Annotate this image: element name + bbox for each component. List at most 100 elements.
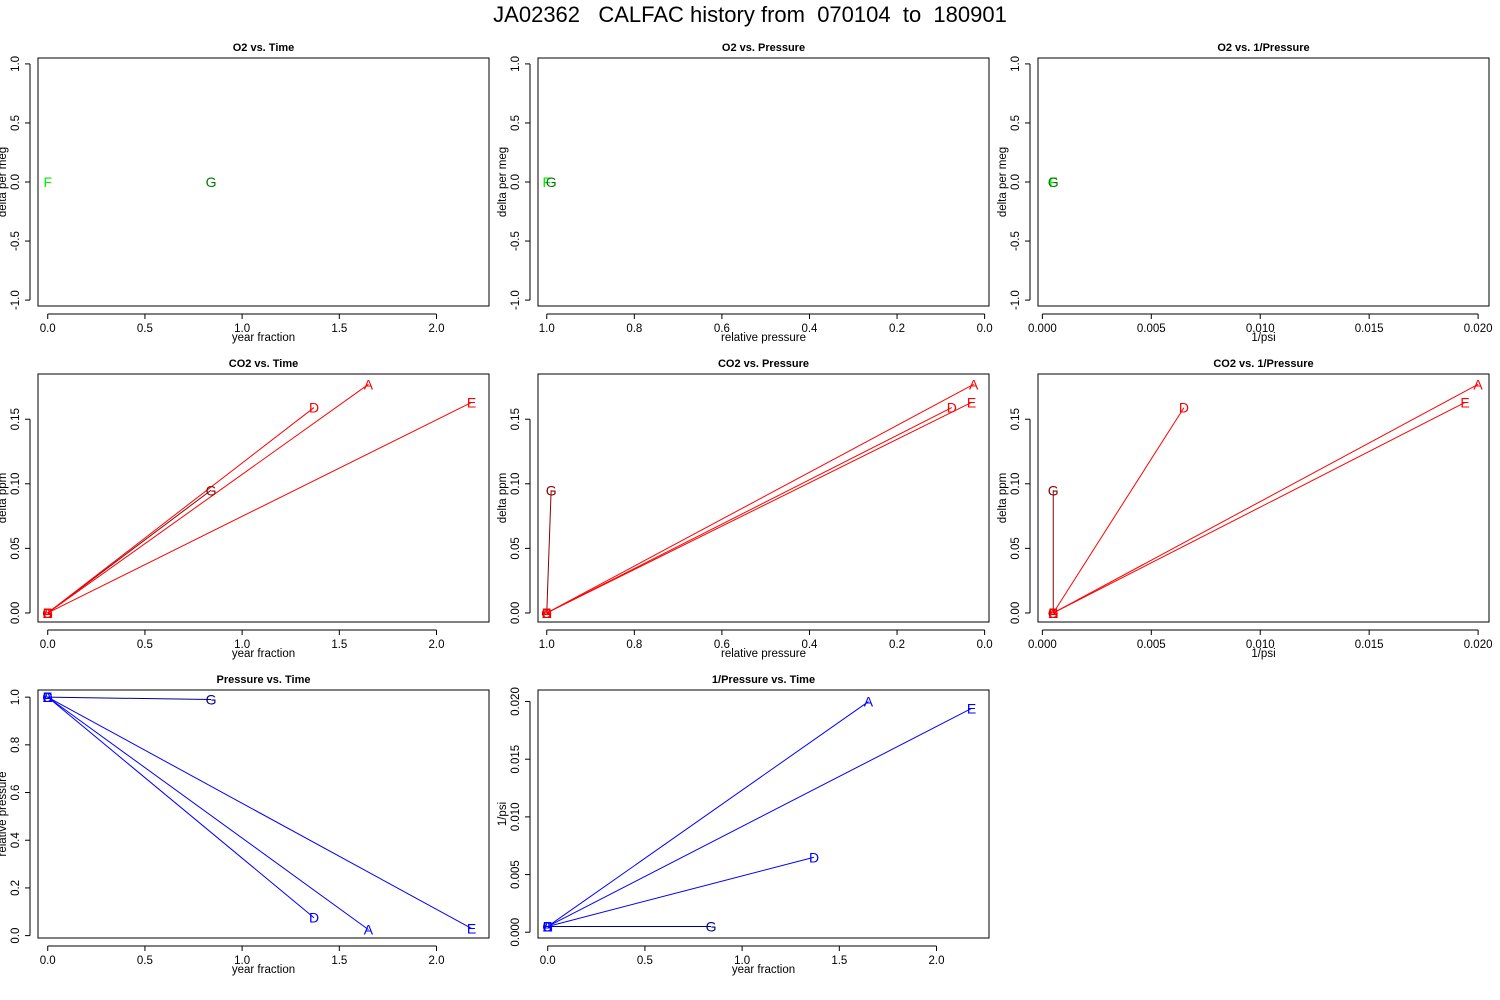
- y-axis-label: delta per meg: [0, 147, 9, 217]
- series-segment: [546, 401, 972, 614]
- y-tick-label: -0.5: [10, 231, 22, 251]
- x-tick-label: 0.0: [40, 323, 56, 335]
- y-tick-label: 0.00: [10, 602, 22, 624]
- plot-frame: [537, 373, 990, 623]
- y-tick-label: 0.0: [10, 174, 22, 190]
- panel-title: Pressure vs. Time: [217, 674, 311, 686]
- y-tick-label: 1.0: [510, 56, 522, 72]
- plot-frame: [537, 57, 990, 307]
- panel-o2_pressure: O2 vs. Pressure 1.0 0.8 0.6 0.4 0.2 0.0 relativ…: [497, 42, 993, 344]
- y-tick-label: 0.6: [10, 785, 22, 801]
- data-point-A: A: [542, 605, 552, 621]
- x-tick-label: 0.000: [1028, 639, 1057, 651]
- data-point-A: A: [364, 376, 374, 392]
- x-tick-label: 0.000: [1028, 323, 1057, 335]
- y-tick-label: 0.2: [10, 880, 22, 896]
- data-point-A: A: [864, 694, 874, 710]
- x-tick-label: 0.0: [977, 639, 993, 651]
- data-point-D: D: [1179, 400, 1189, 416]
- y-tick-label: 0.15: [1010, 408, 1022, 430]
- y-tick-label: 0.000: [510, 918, 522, 947]
- x-tick-label: 1.0: [234, 955, 250, 967]
- y-axis-label: delta per meg: [497, 147, 509, 217]
- x-tick-label: 1.0: [539, 323, 555, 335]
- y-tick-label: 0.5: [510, 115, 522, 131]
- x-tick-label: 0.2: [889, 323, 905, 335]
- x-tick-label: 0.0: [40, 955, 56, 967]
- x-tick-label: 0.020: [1464, 323, 1493, 335]
- y-tick-label: 0.005: [510, 860, 522, 889]
- data-point-D: D: [543, 918, 553, 934]
- x-axis-label: year fraction: [732, 964, 795, 976]
- y-tick-label: 0.00: [1010, 602, 1022, 624]
- data-point-E: E: [1460, 394, 1469, 410]
- x-tick-label: 0.5: [637, 955, 653, 967]
- y-axis-label: delta per meg: [997, 147, 1009, 217]
- y-tick-label: 0.10: [10, 473, 22, 495]
- data-point-E: E: [43, 605, 52, 621]
- y-tick-label: 0.5: [1010, 115, 1022, 131]
- panel-invpressure_time: 1/Pressure vs. Time 0.0 0.5 1.0 1.5 2.0 year f…: [497, 674, 990, 976]
- y-tick-label: 0.8: [10, 737, 22, 753]
- x-axis-label: year fraction: [232, 332, 295, 344]
- x-tick-label: 0.015: [1355, 323, 1384, 335]
- data-point-A: A: [364, 922, 374, 938]
- data-point-E: E: [967, 700, 976, 716]
- y-tick-label: 0.015: [510, 745, 522, 774]
- series-segment: [1052, 407, 1185, 614]
- panel-title: CO2 vs. 1/Pressure: [1213, 358, 1313, 370]
- data-point-E: E: [967, 394, 976, 410]
- y-axis-label: delta ppm: [0, 473, 9, 524]
- x-tick-label: 0.5: [137, 323, 153, 335]
- x-tick-label: 1.5: [831, 955, 847, 967]
- data-point-A: A: [969, 376, 979, 392]
- panel-title: O2 vs. Time: [233, 42, 295, 54]
- plot-frame: [37, 373, 490, 623]
- data-point-D: D: [809, 849, 819, 865]
- y-tick-label: 1.0: [10, 689, 22, 705]
- x-tick-label: 2.0: [429, 323, 445, 335]
- y-tick-label: 0.020: [510, 687, 522, 716]
- data-point-G: G: [206, 482, 217, 498]
- data-point-F: F: [43, 174, 52, 190]
- y-tick-label: -1.0: [10, 290, 22, 310]
- series-segment: [47, 407, 315, 614]
- data-point-E: E: [542, 605, 551, 621]
- data-point-A: A: [543, 918, 553, 934]
- panel-co2_time: CO2 vs. Time 0.0 0.5 1.0 1.5 2.0 year fraction…: [0, 358, 490, 660]
- x-tick-label: 0.0: [977, 323, 993, 335]
- y-tick-label: 0.0: [510, 174, 522, 190]
- data-point-G: G: [42, 605, 53, 621]
- y-tick-label: 0.15: [510, 408, 522, 430]
- data-point-G: G: [546, 174, 557, 190]
- series-segment: [1053, 401, 1466, 614]
- y-axis-label: 1/psi: [497, 802, 509, 826]
- y-tick-label: -0.5: [510, 231, 522, 251]
- panel-title: 1/Pressure vs. Time: [712, 674, 815, 686]
- x-tick-label: 0.2: [889, 639, 905, 651]
- data-point-F: F: [1049, 174, 1058, 190]
- panel-title: CO2 vs. Time: [229, 358, 299, 370]
- data-point-A: A: [43, 605, 53, 621]
- data-point-D: D: [542, 605, 552, 621]
- x-tick-label: 0.0: [40, 639, 56, 651]
- x-tick-label: 0.015: [1355, 639, 1384, 651]
- x-tick-label: 0.4: [801, 639, 818, 651]
- data-point-E: E: [467, 920, 476, 936]
- data-point-G: G: [1048, 605, 1059, 621]
- y-tick-label: 0.15: [10, 408, 22, 430]
- figure-title: JA02362 CALFAC history from 070104 to 18…: [493, 2, 1007, 27]
- x-axis-label: 1/psi: [1251, 332, 1275, 344]
- y-tick-label: 0.00: [510, 602, 522, 624]
- data-point-D: D: [309, 910, 319, 926]
- panel-pressure_time: Pressure vs. Time 0.0 0.5 1.0 1.5 2.0 year fra…: [0, 674, 490, 976]
- data-point-E: E: [467, 394, 476, 410]
- x-tick-label: 0.010: [1246, 639, 1275, 651]
- panel-o2_invpressure: O2 vs. 1/Pressure 0.000 0.005 0.010 0.015 0.0…: [997, 42, 1492, 344]
- y-tick-label: 1.0: [10, 56, 22, 72]
- x-tick-label: 0.5: [137, 955, 153, 967]
- series-segment: [47, 696, 212, 701]
- y-tick-label: 0.05: [1010, 537, 1022, 559]
- plot-frame: [37, 689, 490, 939]
- y-tick-label: 1.0: [1010, 56, 1022, 72]
